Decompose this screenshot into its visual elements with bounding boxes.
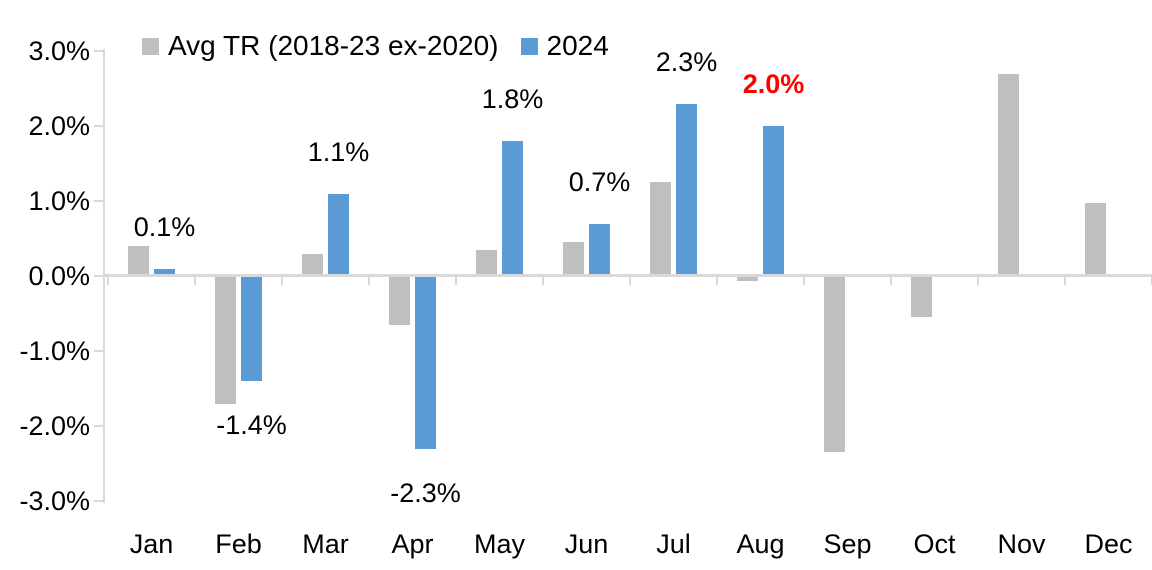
x-axis-label-apr: Apr	[391, 529, 434, 559]
data-label-jul: 2.3%	[655, 46, 718, 77]
bar-avg-tr-2018-23-ex-2020-jul	[650, 182, 671, 276]
x-axis-tick	[716, 276, 718, 285]
bar-avg-tr-2018-23-ex-2020-dec	[1085, 203, 1106, 276]
chart-legend: Avg TR (2018-23 ex-2020) 2024	[142, 31, 609, 61]
x-axis-tick	[1064, 276, 1066, 285]
bar-2024-apr	[415, 276, 436, 449]
bar-avg-tr-2018-23-ex-2020-mar	[302, 253, 323, 276]
x-axis-line	[103, 273, 1152, 277]
data-label-may: 1.8%	[481, 84, 544, 114]
bar-avg-tr-2018-23-ex-2020-may	[476, 249, 497, 276]
x-axis-label-feb: Feb	[215, 529, 262, 559]
x-axis-tick	[803, 276, 805, 285]
legend-item-2024: 2024	[520, 30, 609, 61]
y-axis-tick-label: 2.0%	[28, 111, 90, 141]
y-axis-tick-label: 0.0%	[28, 261, 90, 291]
y-axis-tick	[94, 50, 103, 52]
x-axis-label-may: May	[473, 529, 525, 559]
x-axis-label-aug: Aug	[736, 529, 785, 559]
y-axis-tick-label: 3.0%	[28, 36, 90, 66]
bar-2024-jul	[676, 103, 697, 276]
x-axis-label-sep: Sep	[823, 529, 872, 559]
x-axis-label-jun: Jun	[564, 529, 609, 559]
x-axis-tick	[542, 276, 544, 285]
y-axis-tick	[94, 425, 103, 427]
bar-avg-tr-2018-23-ex-2020-nov	[998, 73, 1019, 276]
x-axis-label-jul: Jul	[656, 529, 691, 559]
bar-avg-tr-2018-23-ex-2020-feb	[215, 276, 236, 404]
y-axis-tick	[94, 200, 103, 202]
y-axis-tick-label: -2.0%	[19, 411, 90, 441]
x-axis-tick	[107, 276, 109, 285]
x-axis-label-nov: Nov	[997, 529, 1046, 559]
data-label-aug: 2.0%	[742, 69, 805, 99]
x-axis-label-mar: Mar	[302, 529, 349, 559]
data-label-feb: -1.4%	[216, 410, 287, 440]
x-axis-tick	[977, 276, 979, 285]
bar-avg-tr-2018-23-ex-2020-jan	[128, 246, 149, 276]
bar-2024-jun	[589, 223, 610, 276]
y-axis-tick-label: -1.0%	[19, 336, 90, 366]
x-axis-label-jan: Jan	[129, 529, 174, 559]
y-axis-tick	[94, 125, 103, 127]
data-label-jun: 0.7%	[568, 166, 631, 197]
bar-2024-mar	[328, 193, 349, 276]
legend-label-avg-tr: Avg TR (2018-23 ex-2020)	[168, 30, 499, 61]
bar-avg-tr-2018-23-ex-2020-apr	[389, 276, 410, 325]
legend-item-avg-tr: Avg TR (2018-23 ex-2020)	[142, 31, 499, 61]
bar-avg-tr-2018-23-ex-2020-oct	[911, 276, 932, 318]
data-label-mar: 1.1%	[307, 136, 370, 167]
data-label-apr: -2.3%	[390, 477, 461, 508]
bar-avg-tr-2018-23-ex-2020-sep	[824, 276, 845, 453]
x-axis-tick	[368, 276, 370, 285]
bar-2024-may	[502, 141, 523, 276]
x-axis-tick	[194, 276, 196, 285]
y-axis-tick-label: 1.0%	[28, 186, 90, 216]
y-axis-tick	[94, 500, 103, 502]
bar-2024-jan	[154, 268, 175, 276]
x-axis-tick	[890, 276, 892, 285]
y-axis-tick	[94, 275, 103, 277]
y-axis-tick-label: -3.0%	[19, 486, 90, 516]
x-axis-label-oct: Oct	[913, 529, 956, 559]
legend-label-2024: 2024	[546, 30, 609, 61]
x-axis-tick	[629, 276, 631, 285]
x-axis-tick	[455, 276, 457, 285]
bar-2024-aug	[763, 126, 784, 276]
x-axis-label-dec: Dec	[1084, 529, 1133, 559]
x-axis-tick	[281, 276, 283, 285]
legend-swatch-blue-icon	[520, 37, 538, 55]
bar-2024-feb	[241, 276, 262, 381]
y-axis-tick	[94, 350, 103, 352]
bar-avg-tr-2018-23-ex-2020-aug	[737, 276, 758, 281]
bar-avg-tr-2018-23-ex-2020-jun	[563, 242, 584, 276]
data-label-jan: 0.1%	[133, 211, 196, 242]
legend-swatch-gray-icon	[142, 37, 159, 55]
